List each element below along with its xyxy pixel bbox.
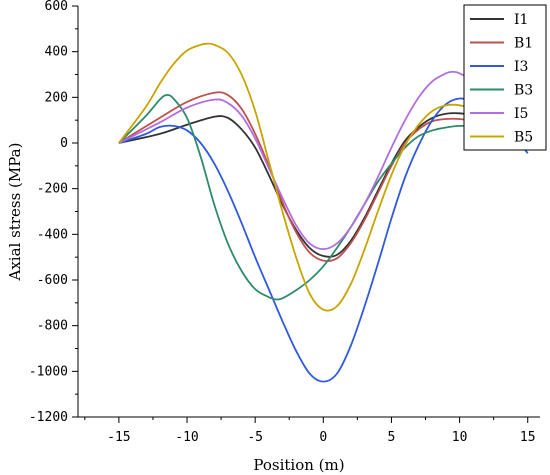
legend: I1 B1 I3 B3 I5 B5 <box>463 4 547 151</box>
series-line-i3 <box>118 97 529 383</box>
legend-label-i1: I1 <box>514 12 528 28</box>
y-tick-label: 200 <box>45 90 68 105</box>
y-tick-label: -400 <box>37 227 68 242</box>
x-tick-label: 5 <box>388 430 396 445</box>
x-tick-label: 15 <box>520 430 536 445</box>
y-tick-label: -1000 <box>29 364 68 379</box>
legend-label-b1: B1 <box>514 36 533 52</box>
y-tick-label: -200 <box>37 182 68 197</box>
legend-box <box>463 4 547 151</box>
legend-label-b3: B3 <box>514 83 533 99</box>
x-axis-title: Position (m) <box>253 456 344 474</box>
x-axis-ticks: -15 -10 -5 0 5 10 15 <box>84 417 536 445</box>
x-tick-label: 0 <box>319 430 327 445</box>
y-axis-title: Axial stress (MPa) <box>6 143 24 282</box>
x-tick-label: 10 <box>452 430 468 445</box>
series-layer <box>118 42 529 383</box>
y-tick-label: -800 <box>37 319 68 334</box>
legend-label-i5: I5 <box>514 106 528 122</box>
y-tick-label: 600 <box>45 0 68 14</box>
series-line-b3 <box>118 94 529 301</box>
series-line-b5 <box>118 42 529 312</box>
y-axis-ticks: -1200 -1000 -800 -600 -400 -200 0 200 400 600 <box>29 0 78 425</box>
x-tick-label: -10 <box>175 430 198 445</box>
y-tick-label: -600 <box>37 273 68 288</box>
legend-label-b5: B5 <box>514 130 533 146</box>
x-tick-label: -5 <box>247 430 263 445</box>
y-tick-label: 400 <box>45 45 68 60</box>
y-tick-label: 0 <box>60 136 68 151</box>
x-tick-label: -15 <box>107 430 130 445</box>
legend-label-i3: I3 <box>514 59 528 75</box>
y-tick-label: -1200 <box>29 410 68 425</box>
